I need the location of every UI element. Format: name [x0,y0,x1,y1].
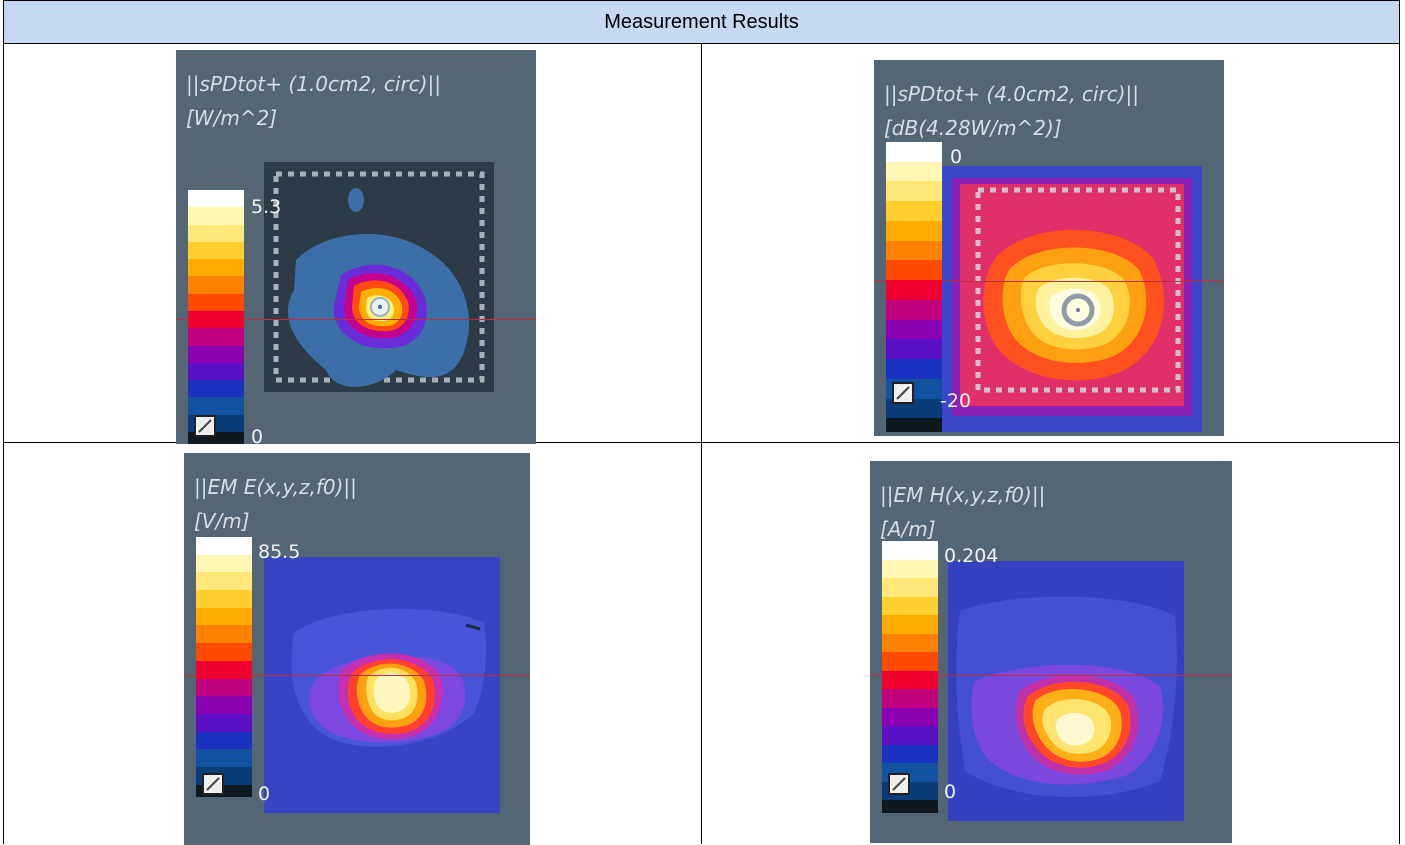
cell-em-e: ||EM E(x,y,z,f0)|| [V/m] 8 [3,442,702,845]
colorbar-min-label: -20 [940,390,972,412]
panel-title: ||sPDtot+ (4.0cm2, circ)|| [884,82,1139,106]
heatmap-em-e [264,557,500,813]
cell-em-h: ||EM H(x,y,z,f0)|| [A/m] 0.204 [701,442,1400,844]
scale-toggle-icon[interactable] [202,773,224,795]
table-header: Measurement Results [3,0,1400,44]
cell-spd-4cm: ||sPDtot+ (4.0cm2, circ)|| [dB(4.28W/m^2… [701,43,1400,443]
crosshair-line [176,319,536,320]
colorbar-min-label: 0 [944,781,957,803]
panel-title: ||EM E(x,y,z,f0)|| [194,475,357,499]
colorbar-min-label: 0 [258,783,271,805]
panel-unit: [dB(4.28W/m^2)] [884,116,1062,140]
scale-toggle-icon[interactable] [892,382,914,404]
plot-panel-em-h: ||EM H(x,y,z,f0)|| [A/m] 0.204 [870,461,1232,843]
colorbar-max-label: 0.204 [944,545,999,567]
plot-panel-spd-1cm: ||sPDtot+ (1.0cm2, circ)|| [W/m^2] [176,50,536,444]
panel-unit: [W/m^2] [186,106,278,130]
scale-toggle-icon[interactable] [194,415,216,437]
plot-panel-spd-4cm: ||sPDtot+ (4.0cm2, circ)|| [dB(4.28W/m^2… [874,60,1224,436]
colorbar-max-label: 85.5 [258,541,301,563]
heatmap-spd-4cm [938,166,1202,432]
heatmap-em-h [948,561,1184,821]
crosshair-line [874,281,1224,282]
crosshair-line [184,675,530,676]
panel-unit: [A/m] [880,517,936,541]
plot-panel-em-e: ||EM E(x,y,z,f0)|| [V/m] 8 [184,453,530,845]
crosshair-line [870,675,1232,676]
colorbar [196,537,252,797]
panel-title: ||EM H(x,y,z,f0)|| [880,483,1046,507]
colorbar-max-label: 0 [950,146,963,168]
measurement-results-table: Measurement Results ||sPDtot+ (1.0cm2, c… [3,0,1400,845]
cell-spd-1cm: ||sPDtot+ (1.0cm2, circ)|| [W/m^2] [3,43,702,444]
scale-toggle-icon[interactable] [888,773,910,795]
colorbar-max-label: 5.3 [251,196,282,218]
colorbar [188,190,244,444]
panel-unit: [V/m] [194,509,250,533]
colorbar [886,142,942,433]
colorbar-min-label: 0 [251,426,264,445]
panel-title: ||sPDtot+ (1.0cm2, circ)|| [186,72,441,96]
heatmap-spd-1cm [264,162,494,392]
